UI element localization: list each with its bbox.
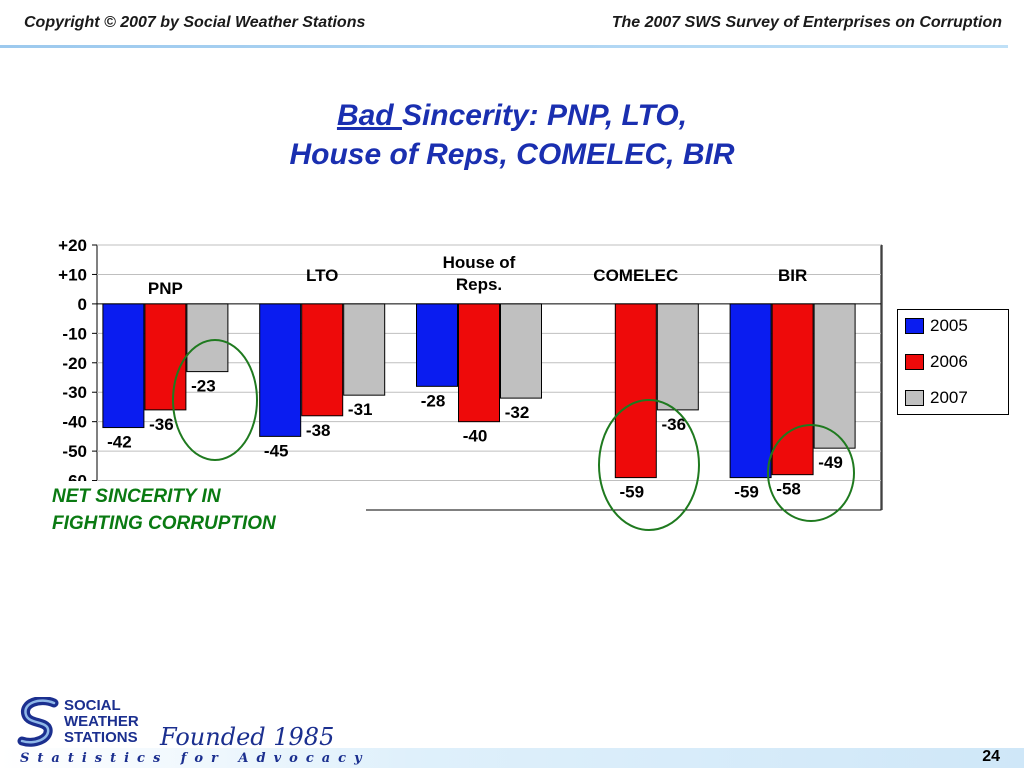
bar-2006-0	[144, 303, 187, 411]
bar-2005-0	[102, 303, 145, 429]
legend-item-2005: 2005	[905, 316, 968, 336]
y-tick-label: +20	[58, 236, 87, 255]
chart-legend: 2005 2006 2007	[897, 309, 1009, 415]
sws-logo-icon	[17, 697, 59, 747]
slide-title-line2: House of Reps, COMELEC, BIR	[289, 138, 735, 171]
header-divider	[0, 45, 1008, 48]
data-label: -31	[348, 400, 373, 419]
y-tick-label: -50	[62, 442, 87, 461]
bar-2007-3	[656, 303, 699, 411]
legend-swatch-2007	[905, 390, 924, 406]
chart-subtitle: NET SINCERITY IN FIGHTING CORRUPTION	[52, 481, 366, 541]
category-label: Reps.	[456, 275, 502, 294]
y-tick-label: 0	[78, 295, 87, 314]
y-tick-label: -10	[62, 324, 87, 343]
bar-2007-0	[186, 303, 229, 373]
data-label: -32	[505, 403, 530, 422]
data-label: -59	[734, 483, 759, 502]
bar-2005-4	[729, 303, 772, 479]
data-label: -49	[818, 453, 843, 472]
data-label: -28	[421, 391, 446, 410]
legend-swatch-2006	[905, 354, 924, 370]
logo-wordmark: SOCIAL WEATHER STATIONS	[64, 698, 139, 746]
data-label: -36	[149, 415, 174, 434]
data-label: -40	[463, 427, 488, 446]
y-tick-label: -40	[62, 413, 87, 432]
bar-2006-1	[301, 303, 344, 417]
slide-title-line1: Bad Sincerity: PNP, LTO,	[0, 97, 1024, 134]
footer-bar	[0, 748, 1024, 768]
data-label: -38	[306, 421, 331, 440]
bar-2005-1	[259, 303, 302, 437]
tagline-text: Statistics for Advocacy	[20, 751, 370, 766]
survey-title: The 2007 SWS Survey of Enterprises on Co…	[611, 14, 1002, 31]
category-label: House of	[443, 253, 516, 272]
page-number: 24	[982, 748, 1000, 765]
title-emphasis: Bad	[336, 99, 402, 132]
bar-2007-4	[813, 303, 856, 449]
bar-2006-2	[458, 303, 500, 423]
logo-line-social: SOCIAL	[64, 697, 121, 714]
category-label: PNP	[148, 279, 183, 298]
data-label: -42	[107, 433, 132, 452]
highlight-ellipse	[767, 424, 855, 522]
legend-item-2006: 2006	[905, 352, 968, 372]
y-tick-label: -30	[62, 383, 87, 402]
data-label: -58	[776, 480, 801, 499]
category-label: COMELEC	[593, 266, 678, 285]
highlight-ellipse	[598, 399, 700, 531]
founded-text: Founded 1985	[160, 723, 335, 751]
bar-2006-3	[614, 303, 657, 479]
category-label: LTO	[306, 266, 338, 285]
bar-2007-1	[343, 303, 386, 396]
logo-line-stations: STATIONS	[64, 729, 138, 746]
legend-swatch-2005	[905, 318, 924, 334]
bar-2005-2	[416, 303, 458, 387]
copyright-text: Copyright © 2007 by Social Weather Stati…	[24, 14, 366, 31]
subtitle-line1: NET SINCERITY IN	[52, 486, 221, 507]
bar-2007-2	[500, 303, 542, 399]
legend-label-2006: 2006	[930, 352, 968, 371]
data-label: -23	[191, 377, 216, 396]
data-label: -59	[620, 483, 645, 502]
legend-label-2005: 2005	[930, 316, 968, 335]
y-tick-label: -20	[62, 354, 87, 373]
legend-item-2007: 2007	[905, 388, 968, 408]
data-label: -45	[264, 441, 289, 460]
category-label: BIR	[778, 266, 807, 285]
subtitle-line2: FIGHTING CORRUPTION	[52, 513, 276, 534]
legend-label-2007: 2007	[930, 388, 968, 407]
title-line1-rest: Sincerity: PNP, LTO,	[401, 99, 688, 132]
bar-2006-4	[771, 303, 814, 476]
highlight-ellipse	[172, 339, 258, 461]
y-tick-label: +10	[58, 265, 87, 284]
data-label: -36	[662, 415, 687, 434]
logo-line-weather: WEATHER	[64, 713, 139, 730]
